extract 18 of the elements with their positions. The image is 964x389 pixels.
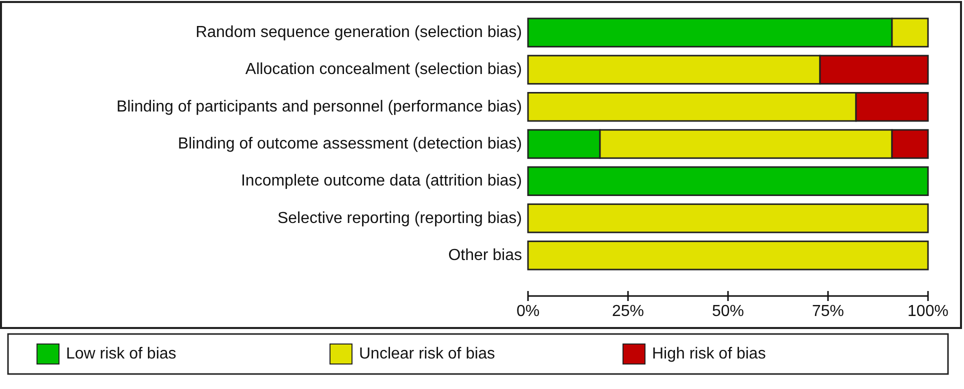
x-tick-label: 0%: [516, 303, 540, 320]
x-tick-label: 50%: [712, 303, 744, 320]
x-tick-label: 100%: [908, 303, 948, 320]
y-tick-label: Blinding of participants and personnel (performance bias): [116, 98, 522, 116]
y-tick-label: Selective reporting (reporting bias): [277, 210, 522, 227]
x-tick-label: 25%: [612, 303, 644, 320]
legend-label: Low risk of bias: [66, 346, 176, 362]
y-tick-label: Blinding of outcome assessment (detection bias): [178, 136, 522, 152]
y-tick-label: Incomplete outcome data (attrition bias): [240, 172, 522, 190]
y-tick-label: Allocation concealment (selection bias): [245, 61, 522, 78]
y-tick-label: Other bias: [448, 246, 522, 264]
legend-label: Unclear risk of bias: [359, 346, 496, 362]
bar: [527, 240, 929, 270]
legend-label: High risk of bias: [652, 346, 766, 362]
x-tick-label: 75%: [812, 303, 844, 320]
bar: [527, 166, 929, 196]
y-tick-label: Random sequence generation (selection bias): [196, 24, 522, 42]
bar: [527, 203, 929, 234]
